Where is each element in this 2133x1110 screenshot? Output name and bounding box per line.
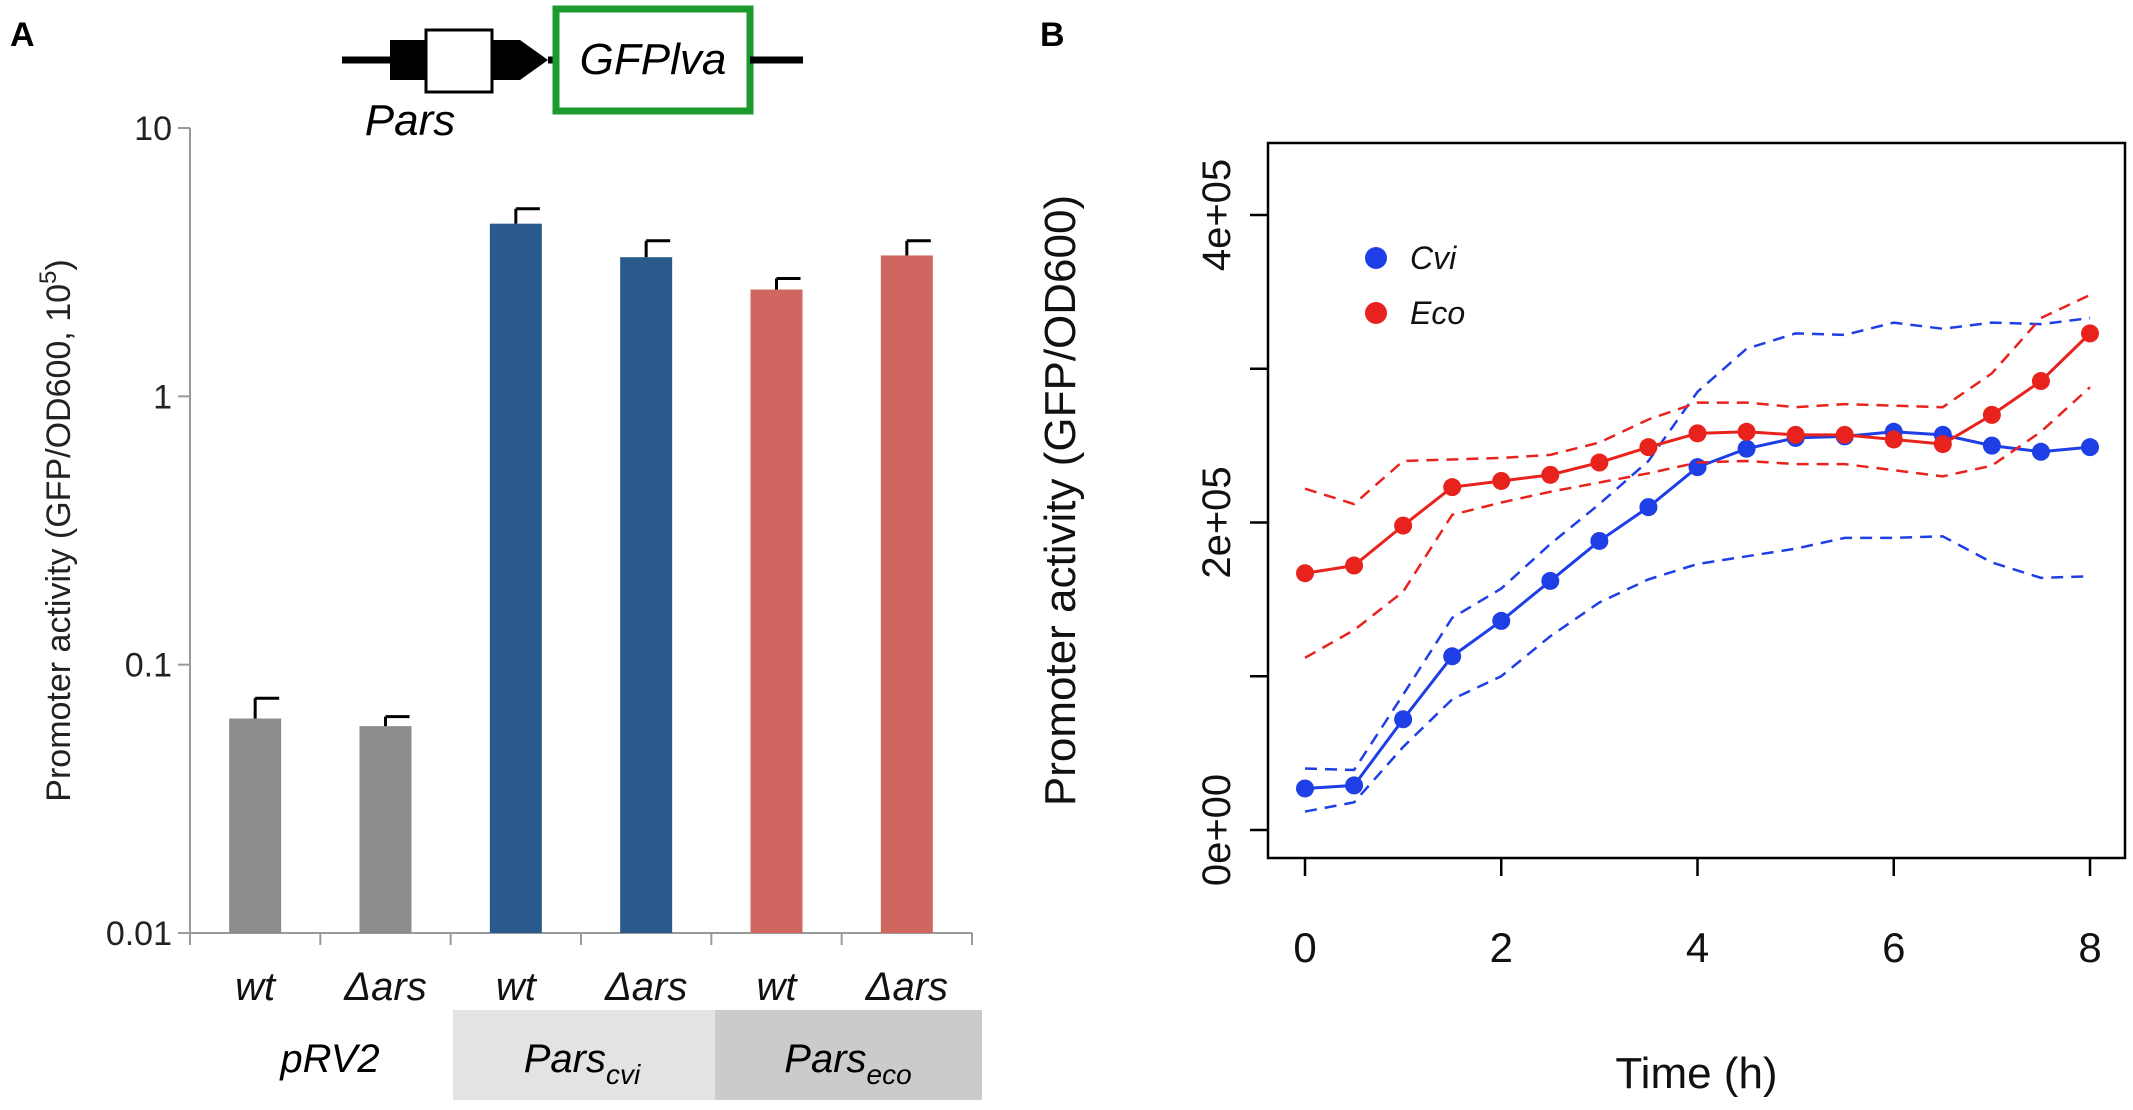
group-label-prv2: pRV2 xyxy=(279,1037,379,1081)
promoter-arrow xyxy=(492,40,548,80)
cvi-point xyxy=(1982,436,2001,455)
x-category-label: wt xyxy=(496,965,538,1009)
y-axis-title-main: Promoter activity (GFP/OD600, 10 xyxy=(40,284,78,802)
cvi-point xyxy=(1639,498,1658,517)
cvi-point xyxy=(1541,571,1560,590)
eco-lower-band xyxy=(1304,386,2091,659)
eco-point xyxy=(2031,372,2050,391)
y-axis-title-sup: 5 xyxy=(35,271,62,284)
y-tick-label: 2e+05 xyxy=(1195,466,1239,578)
cvi-lower-band xyxy=(1304,535,2091,813)
legend-marker-eco xyxy=(1365,302,1387,324)
eco-point xyxy=(1982,405,2001,424)
eco-point xyxy=(1933,435,1952,454)
operator-box xyxy=(424,28,494,94)
y-axis-title: Promoter activity (GFP/OD600, 105) xyxy=(35,259,78,801)
panel-b-label: B xyxy=(1040,16,1065,54)
eco-point xyxy=(1737,422,1756,441)
eco-point xyxy=(1786,425,1805,444)
bar xyxy=(620,257,673,934)
eco-point xyxy=(1688,424,1707,443)
group-band-eco xyxy=(715,1010,982,1100)
group-label-cvi: Parscvi xyxy=(524,1037,641,1090)
eco-point xyxy=(1590,453,1609,472)
bar xyxy=(359,726,412,933)
eco-point xyxy=(1443,478,1462,497)
group-band-cvi xyxy=(453,1010,715,1100)
x-category-label: wt xyxy=(235,965,277,1009)
bar xyxy=(229,718,282,933)
construct-diagram: GFPlva Pars xyxy=(342,5,803,145)
x-tick-label: 4 xyxy=(1686,924,1709,971)
bar xyxy=(880,255,933,934)
pars-label: Pars xyxy=(365,96,455,145)
bar xyxy=(489,223,542,934)
group-label-eco: Parseco xyxy=(784,1037,911,1090)
cvi-point xyxy=(1737,439,1756,458)
cvi-point xyxy=(2081,438,2099,457)
y-axis-title-end: ) xyxy=(40,259,78,270)
x-category-label: Δars xyxy=(343,965,426,1009)
x-tick-label: 8 xyxy=(2078,924,2101,971)
x-tick-label: 6 xyxy=(1882,924,1905,971)
group-label-cvi-base: Pars xyxy=(524,1037,606,1081)
panel-a-label: A xyxy=(10,16,35,54)
cvi-point xyxy=(1443,647,1462,666)
cvi-point xyxy=(1296,779,1314,798)
cvi-upper-band xyxy=(1304,316,2091,772)
y-tick-label: 4e+05 xyxy=(1195,159,1239,271)
eco-point xyxy=(1639,438,1658,457)
cvi-point xyxy=(1345,776,1364,795)
y-tick-label: 10 xyxy=(134,110,172,148)
y-tick-label: 1 xyxy=(153,378,172,416)
bar xyxy=(750,289,803,934)
gfplva-label: GFPlva xyxy=(580,35,727,84)
eco-line xyxy=(1304,332,2092,575)
y-tick-label: 0.01 xyxy=(106,915,172,953)
legend-marker-cvi xyxy=(1365,247,1387,269)
legend-label-eco: Eco xyxy=(1410,295,1465,331)
promoter-block xyxy=(390,40,426,80)
group-label-eco-sub: eco xyxy=(867,1059,912,1090)
eco-point xyxy=(1296,564,1314,583)
x-category-label: Δars xyxy=(604,965,687,1009)
eco-point xyxy=(1835,425,1854,444)
cvi-point xyxy=(1688,458,1707,477)
cvi-point xyxy=(1590,531,1609,550)
x-category-label: wt xyxy=(757,965,799,1009)
eco-point xyxy=(1345,556,1364,575)
eco-upper-band xyxy=(1304,293,2091,506)
eco-point xyxy=(1884,430,1903,449)
eco-point xyxy=(1394,516,1413,535)
cvi-point xyxy=(2031,442,2050,461)
eco-point xyxy=(1541,465,1560,484)
y-axis-title: Promoter activity (GFP/OD600) xyxy=(1036,195,1085,806)
cvi-line xyxy=(1304,430,2091,790)
y-tick-label: 0e+00 xyxy=(1195,774,1239,886)
x-tick-label: 2 xyxy=(1490,924,1513,971)
panel-a-bar-chart: 0.01 0.1 1 10 Promoter activity (GFP/OD600, … xyxy=(35,110,973,1009)
cvi-point xyxy=(1492,611,1511,630)
legend-label-cvi: Cvi xyxy=(1410,240,1457,276)
eco-point xyxy=(1492,471,1511,490)
x-tick-label: 0 xyxy=(1293,924,1316,971)
panel-b-line-chart: 0e+00 2e+05 4e+05 0 2 4 6 8 Time (h) Promoter act… xyxy=(1036,141,2127,1098)
x-axis-title: Time (h) xyxy=(1615,1049,1777,1098)
group-label-cvi-sub: cvi xyxy=(606,1059,641,1090)
group-bands: pRV2 Parscvi Parseco xyxy=(279,1010,982,1100)
x-category-label: Δars xyxy=(865,965,948,1009)
plot-frame xyxy=(1266,141,2127,860)
cvi-point xyxy=(1394,710,1413,729)
y-tick-label: 0.1 xyxy=(125,647,172,685)
eco-point xyxy=(2081,324,2099,343)
group-label-eco-base: Pars xyxy=(784,1037,866,1081)
